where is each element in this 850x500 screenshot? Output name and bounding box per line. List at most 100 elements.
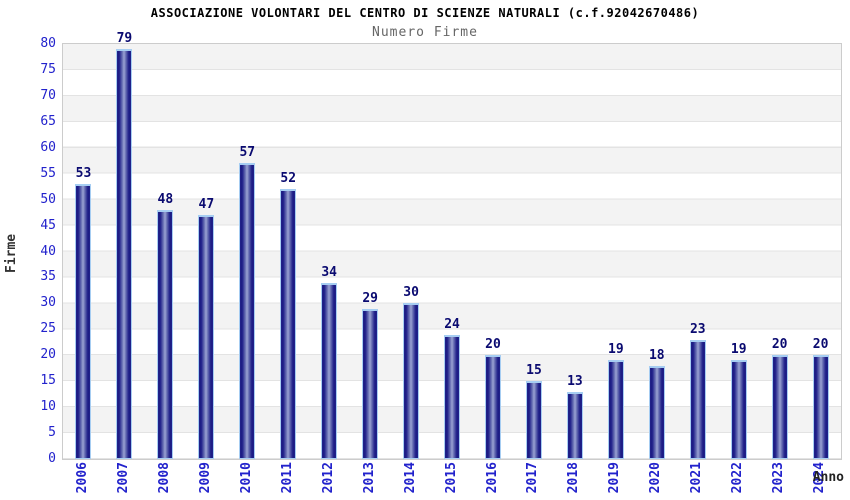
bar-slot: 52 xyxy=(268,44,309,459)
bar-value-label: 18 xyxy=(648,347,665,363)
x-tick-label: 2020 xyxy=(648,462,664,494)
x-tick-label: 2016 xyxy=(484,462,500,494)
bar-value-label: 23 xyxy=(689,321,706,337)
y-tick-label: 40 xyxy=(40,243,56,259)
x-tick-label: 2010 xyxy=(238,462,254,494)
x-axis: 2006 2007 2008 2009 2010 2011 2012 2013 2014 2015… xyxy=(62,462,840,500)
x-slot: 2022 xyxy=(717,462,758,500)
x-tick-label: 2006 xyxy=(74,462,90,494)
bar-slot: 79 xyxy=(104,32,145,459)
bars-row: 53 79 48 47 57 52 34 29 30 24 20 15 13 19 18 23 19 20 20 xyxy=(63,32,841,459)
bar-2015 xyxy=(444,334,461,459)
x-tick-label: 2017 xyxy=(525,462,541,494)
bar-value-label: 20 xyxy=(771,337,788,353)
bar-slot: 18 xyxy=(636,44,677,459)
x-slot: 2011 xyxy=(267,462,308,500)
y-tick-label: 0 xyxy=(48,451,56,466)
bar-value-label: 13 xyxy=(567,373,583,389)
bar-value-label: 20 xyxy=(485,337,501,353)
chart-subtitle: Numero Firme xyxy=(372,25,478,40)
x-tick-label: 2014 xyxy=(402,462,418,494)
x-slot: 2015 xyxy=(431,462,472,500)
bar-slot: 34 xyxy=(309,44,350,459)
x-slot: 2013 xyxy=(349,462,390,500)
x-tick-label: 2022 xyxy=(730,462,746,494)
bar-value-label: 20 xyxy=(812,337,829,353)
x-slot: 2012 xyxy=(308,462,349,500)
bar-value-label: 52 xyxy=(280,171,297,187)
bar-value-label: 29 xyxy=(362,290,378,306)
x-tick-label: 2015 xyxy=(443,462,459,494)
bar-slot: 29 xyxy=(350,44,391,459)
x-axis-title: Anno xyxy=(812,470,844,485)
bar-value-label: 47 xyxy=(198,197,215,213)
bar-2011 xyxy=(280,189,297,459)
bar-2024 xyxy=(812,355,829,459)
x-slot: 2020 xyxy=(635,462,676,500)
x-slot: 2006 xyxy=(62,462,103,500)
bar-2007 xyxy=(116,49,133,459)
x-slot: 2014 xyxy=(390,462,431,500)
chart-title: ASSOCIAZIONE VOLONTARI DEL CENTRO DI SCI… xyxy=(150,6,700,20)
x-tick-label: 2018 xyxy=(566,462,582,494)
y-tick-label: 20 xyxy=(40,347,56,363)
bar-2018 xyxy=(566,391,583,459)
x-slot: 2021 xyxy=(676,462,717,500)
bar-value-label: 57 xyxy=(239,145,256,161)
x-slot: 2010 xyxy=(226,462,267,500)
bar-2023 xyxy=(771,355,788,459)
bar-slot: 53 xyxy=(63,44,104,459)
y-tick-label: 65 xyxy=(40,113,56,129)
y-tick-label: 5 xyxy=(48,425,56,441)
y-tick-label: 70 xyxy=(40,87,56,103)
bar-value-label: 19 xyxy=(730,342,747,358)
y-tick-label: 25 xyxy=(40,321,56,337)
x-slot: 2017 xyxy=(512,462,553,500)
bar-slot: 19 xyxy=(595,44,636,459)
bar-2016 xyxy=(485,355,501,459)
x-slot: 2008 xyxy=(144,462,185,500)
x-tick-label: 2012 xyxy=(320,462,336,494)
bar-slot: 15 xyxy=(513,44,554,459)
x-slot: 2007 xyxy=(103,462,144,500)
plot-area: 53 79 48 47 57 52 34 29 30 24 20 15 13 19 18 23 19 20 20 xyxy=(62,32,842,460)
bar-value-label: 48 xyxy=(157,192,174,207)
x-tick-label: 2007 xyxy=(115,462,131,494)
bar-2010 xyxy=(239,163,256,459)
bar-slot: 20 xyxy=(800,44,841,459)
bar-value-label: 53 xyxy=(75,166,92,182)
bar-slot: 57 xyxy=(227,44,268,459)
bar-value-label: 30 xyxy=(403,285,419,301)
bar-value-label: 34 xyxy=(321,264,338,280)
x-slot: 2018 xyxy=(553,462,594,500)
y-tick-label: 75 xyxy=(40,61,56,77)
x-tick-label: 2013 xyxy=(361,462,377,494)
bar-2013 xyxy=(362,308,379,459)
bar-slot: 23 xyxy=(677,44,718,459)
bar-2021 xyxy=(689,339,706,459)
x-tick-label: 2008 xyxy=(156,462,172,494)
x-tick-label: 2021 xyxy=(689,462,705,494)
bar-slot: 13 xyxy=(554,44,595,459)
bar-value-label: 15 xyxy=(526,363,542,379)
y-tick-label: 45 xyxy=(40,217,56,233)
y-tick-label: 55 xyxy=(40,165,56,181)
x-tick-label: 2023 xyxy=(771,462,787,494)
bar-slot: 47 xyxy=(186,44,227,459)
bar-value-label: 24 xyxy=(444,316,460,332)
bar-slot: 20 xyxy=(759,44,800,459)
x-tick-label: 2019 xyxy=(607,462,623,494)
y-tick-label: 15 xyxy=(40,373,56,389)
bar-2008 xyxy=(157,210,174,459)
bar-2020 xyxy=(648,365,665,459)
bar-slot: 20 xyxy=(473,44,514,459)
x-slot: 2023 xyxy=(758,462,799,500)
x-tick-label: 2011 xyxy=(279,462,295,494)
bar-value-label: 79 xyxy=(116,31,133,47)
bar-2009 xyxy=(198,215,215,459)
bar-slot: 30 xyxy=(391,44,432,459)
bar-slot: 19 xyxy=(718,44,759,459)
y-tick-label: 50 xyxy=(40,191,56,207)
y-tick-label: 80 xyxy=(40,36,56,51)
